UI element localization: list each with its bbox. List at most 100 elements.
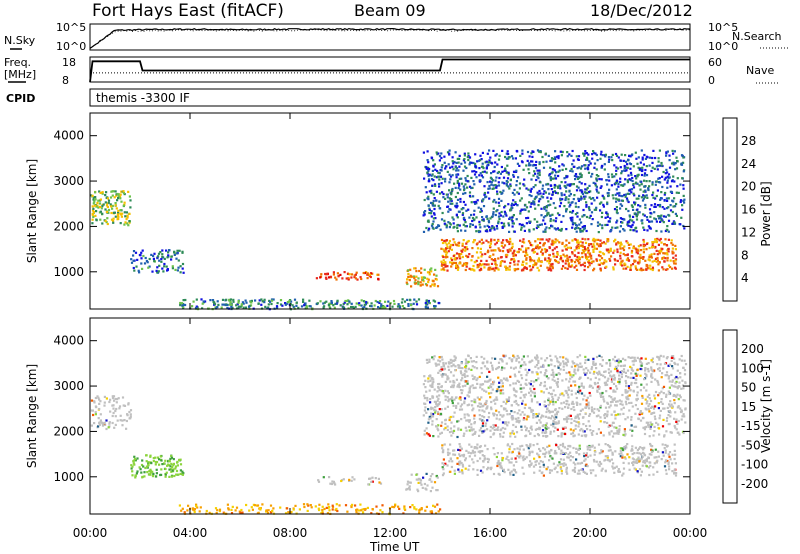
power-cell	[446, 205, 449, 208]
power-cell	[641, 222, 644, 225]
power-cell	[580, 244, 583, 247]
power-cell	[433, 204, 436, 207]
power-cell	[497, 239, 500, 242]
power-cell	[506, 240, 509, 243]
power-cell	[401, 305, 404, 308]
power-cell	[552, 177, 555, 180]
velocity-cell	[114, 397, 117, 401]
velocity-cell	[528, 382, 531, 385]
velocity-cell	[435, 425, 438, 428]
velocity-cell	[155, 468, 158, 471]
power-cell	[568, 255, 571, 259]
power-cell	[468, 194, 472, 197]
velocity-cell	[509, 375, 512, 378]
power-cell	[464, 225, 467, 228]
power-cell	[412, 302, 415, 305]
velocity-cell	[671, 379, 674, 382]
power-cell	[443, 155, 446, 158]
velocity-cell	[675, 472, 678, 475]
power-cell	[448, 222, 451, 225]
velocity-cell	[467, 425, 471, 428]
power-cell	[426, 306, 429, 309]
power-cell	[615, 179, 618, 182]
power-cell	[598, 263, 601, 266]
power-cell	[483, 185, 486, 188]
velocity-cell	[154, 456, 157, 459]
power-cell	[613, 249, 616, 252]
power-cell	[261, 300, 264, 303]
power-cell	[477, 230, 481, 234]
power-cell	[563, 193, 566, 196]
power-cell	[161, 255, 164, 258]
power-cell	[553, 169, 557, 172]
velocity-cell	[684, 363, 688, 366]
power-cell	[640, 256, 643, 259]
velocity-cell	[145, 454, 148, 457]
power-cell	[525, 164, 528, 167]
power-cell	[512, 170, 516, 173]
velocity-cell	[532, 416, 535, 419]
power-cell	[507, 152, 510, 156]
velocity-cell	[546, 445, 549, 448]
velocity-cell	[671, 367, 675, 370]
power-cell	[360, 277, 363, 281]
power-cell	[458, 255, 461, 258]
velocity-cell	[450, 465, 453, 469]
power-cell	[130, 261, 134, 264]
velocity-cell	[415, 473, 418, 476]
velocity-cell	[140, 471, 143, 474]
power-cell	[475, 171, 478, 174]
power-cell	[437, 301, 440, 305]
power-cell	[145, 259, 148, 263]
velocity-cell	[179, 469, 182, 472]
power-cell	[124, 221, 127, 224]
power-cell	[586, 186, 589, 190]
power-cell	[576, 255, 579, 259]
velocity-cell	[118, 405, 122, 408]
velocity-cell	[459, 449, 462, 452]
velocity-cell	[502, 435, 505, 438]
power-cell	[582, 251, 585, 254]
velocity-cell	[470, 368, 473, 371]
power-cell	[574, 254, 577, 257]
power-cell	[585, 188, 588, 191]
velocity-cell	[647, 408, 650, 411]
velocity-cell	[583, 430, 586, 433]
velocity-cell	[526, 445, 529, 448]
power-cell	[553, 156, 556, 159]
power-cell	[111, 194, 114, 197]
velocity-cell	[577, 368, 580, 371]
velocity-cell	[489, 396, 492, 399]
power-cell	[601, 211, 604, 214]
power-cell	[417, 281, 420, 284]
velocity-cell	[459, 389, 463, 392]
velocity-cell	[631, 461, 634, 464]
velocity-cell	[602, 398, 605, 401]
power-cell	[483, 193, 486, 196]
velocity-cell	[541, 460, 544, 463]
power-cell	[431, 283, 434, 286]
power-cell	[590, 223, 593, 226]
velocity-cell	[543, 448, 547, 451]
velocity-cell	[533, 387, 536, 391]
power-cell	[538, 162, 541, 166]
power-cell	[668, 159, 671, 162]
power-cell	[653, 211, 656, 214]
noise-series-0	[89, 27, 691, 49]
velocity-cell	[656, 355, 659, 358]
power-cell	[376, 300, 379, 304]
power-cell	[619, 245, 622, 248]
power-cell	[209, 299, 212, 302]
power-cell	[99, 210, 102, 213]
velocity-cell	[98, 423, 101, 426]
velocity-cell	[610, 396, 613, 399]
velocity-cell	[485, 399, 488, 403]
power-cell	[504, 265, 507, 268]
power-cell	[122, 190, 125, 193]
power-cell	[536, 244, 539, 247]
velocity-cell	[634, 372, 637, 375]
power-cell	[502, 189, 505, 192]
power-cell	[674, 262, 677, 265]
power-cell	[621, 264, 624, 267]
power-cell	[427, 180, 430, 183]
